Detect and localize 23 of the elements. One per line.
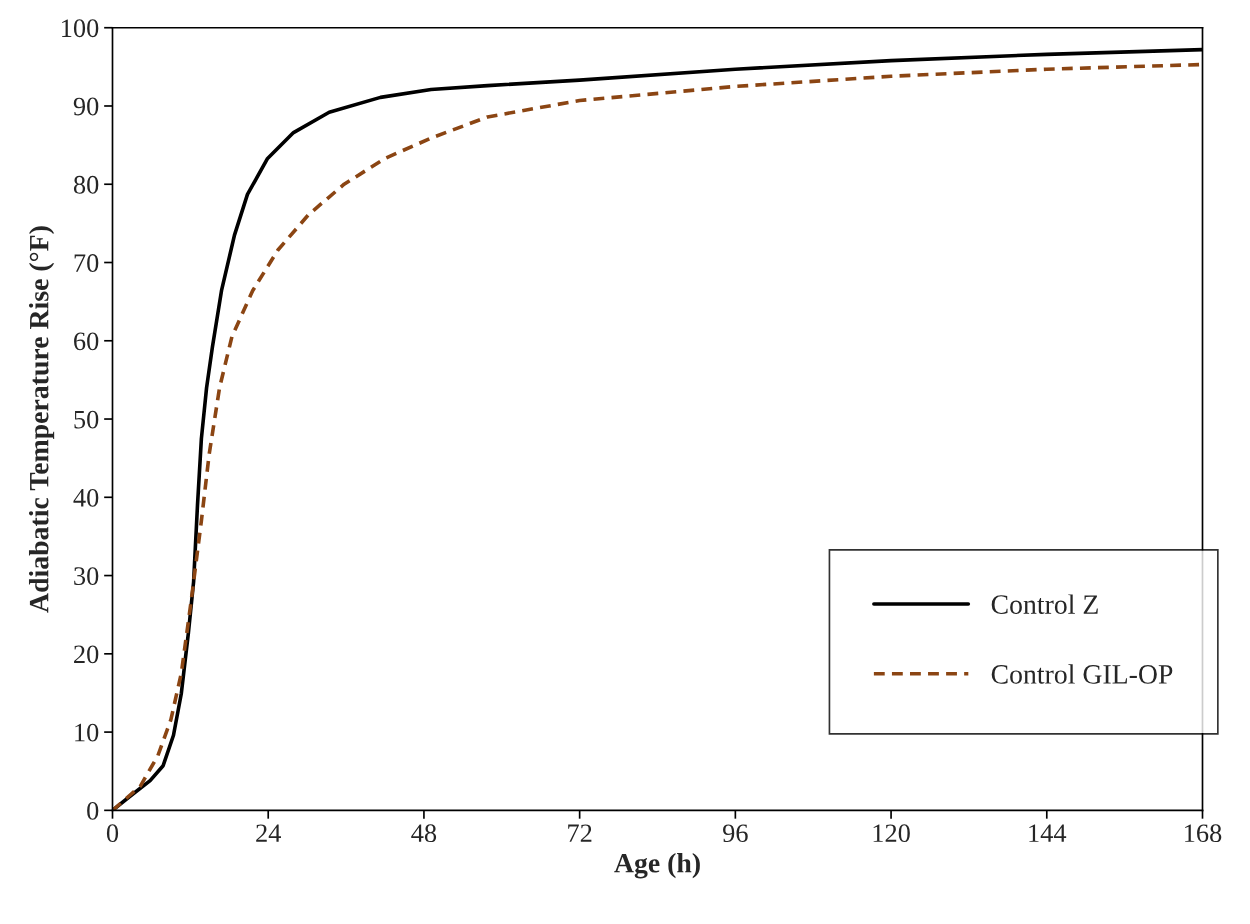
legend-label: Control GIL-OP [991, 664, 1173, 684]
x-tick-label: 72 [568, 824, 592, 842]
y-tick-label: 80 [73, 175, 99, 194]
y-tick-label: 100 [62, 19, 99, 38]
y-axis-title: Adiabatic Temperature Rise (°F) [28, 226, 55, 613]
x-tick-label: 144 [1029, 824, 1067, 842]
y-tick-label: 90 [73, 97, 99, 116]
x-tick-label: 48 [411, 824, 437, 843]
y-tick-label: 50 [74, 410, 99, 429]
y-tick-label: 20 [74, 645, 99, 664]
x-tick-label: 24 [256, 824, 281, 842]
x-tick-label: 120 [873, 824, 910, 843]
y-tick-label: 40 [73, 488, 99, 507]
y-tick-label: 60 [74, 332, 99, 351]
x-tick-label: 168 [1185, 824, 1222, 843]
x-axis-title: Age (h) [614, 853, 700, 879]
y-tick-label: 0 [87, 801, 99, 820]
x-tick-label: 0 [106, 824, 119, 843]
y-tick-label: 10 [75, 723, 99, 742]
x-tick-label: 96 [723, 824, 748, 843]
legend-label: Control Z [991, 594, 1098, 614]
y-tick-label: 30 [74, 567, 99, 585]
y-tick-label: 70 [74, 254, 99, 272]
